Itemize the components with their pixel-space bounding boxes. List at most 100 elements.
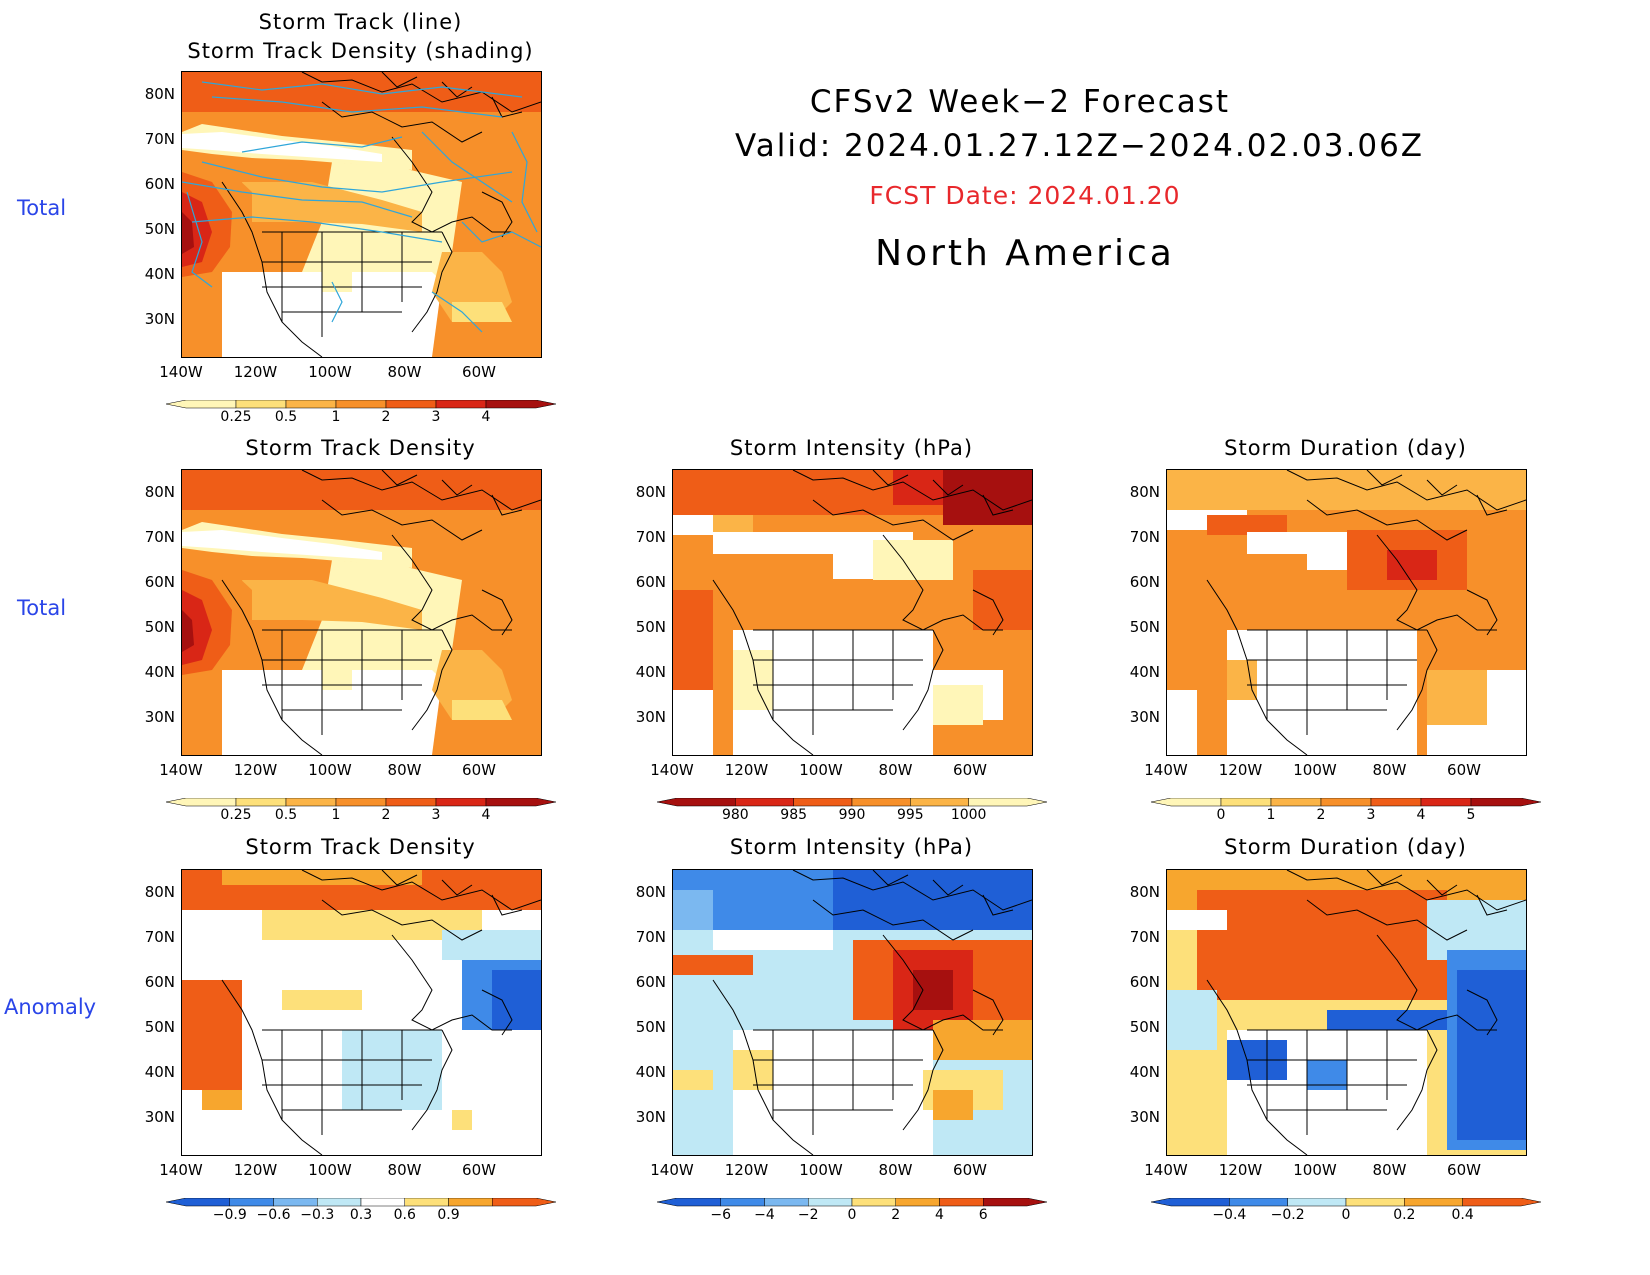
colorbar-swatch: [1420, 798, 1472, 807]
row-label-total-1: Total: [17, 196, 67, 220]
coastline-overlay: [712, 470, 1032, 755]
lon-tick-label: 80W: [387, 1161, 422, 1179]
lat-tick-label: 50N: [144, 1018, 175, 1036]
intensity-sw-blank2: [673, 710, 693, 755]
colorbar-label: 985: [780, 807, 808, 823]
colorbar-swatch: [492, 1198, 556, 1207]
map-outline: [281, 630, 403, 735]
lon-tick-label: 80W: [878, 761, 913, 779]
lat-tick-label: 70N: [635, 928, 666, 946]
map-outline: [902, 1029, 944, 1131]
map-canvas: [182, 72, 541, 357]
colorbar: [166, 1198, 556, 1207]
forecast-title: CFSv2 Week−2 Forecast: [809, 84, 1231, 120]
colorbar-label: 0.5: [274, 807, 298, 823]
colorbar-swatch: [657, 1198, 721, 1207]
map-canvas: [1167, 870, 1526, 1155]
density-us-blank: [272, 670, 442, 755]
panel-title: Storm Intensity (hPa): [729, 436, 974, 460]
storm-track-lines: [182, 81, 541, 333]
row-label-anomaly: Anomaly: [4, 995, 97, 1019]
colorbar-label: 0: [1341, 1207, 1351, 1223]
colorbar-swatch: [335, 400, 387, 409]
lon-tick-label: 140W: [650, 761, 694, 779]
map-canvas: [182, 470, 541, 755]
lat-tick-label: 30N: [1129, 708, 1160, 726]
storm-track: [182, 181, 413, 218]
map-outline: [1206, 979, 1308, 1155]
row-label-total-2: Total: [17, 596, 67, 620]
map-outline: [221, 979, 323, 1155]
density-us-blank: [272, 272, 442, 357]
map-outline: [792, 870, 1032, 911]
colorbar-label: 0.25: [220, 409, 252, 425]
lat-tick-label: 50N: [635, 1018, 666, 1036]
lon-tick-label: 140W: [159, 1161, 203, 1179]
panel-title: Storm Intensity (hPa): [729, 835, 974, 859]
map-outline: [411, 629, 453, 731]
colorbar-swatch: [1270, 798, 1322, 807]
map-outline: [1466, 589, 1498, 636]
storm-track: [461, 221, 541, 248]
lon-tick-label: 120W: [233, 761, 278, 779]
map-outline: [1286, 870, 1526, 911]
map-outline: [1366, 870, 1508, 916]
panel-title: Storm Track Density: [245, 436, 476, 460]
lat-tick-label: 50N: [144, 618, 175, 636]
lon-tick-label: 60W: [462, 363, 496, 381]
map-outline: [262, 659, 432, 711]
map-p1: [181, 71, 542, 358]
lon-tick-label: 120W: [1218, 761, 1263, 779]
region-title: North America: [875, 233, 1175, 274]
panel-title: Storm Duration (day): [1224, 835, 1467, 859]
map-outline: [321, 899, 483, 941]
map-outline: [262, 1059, 432, 1111]
lon-tick-label: 100W: [308, 363, 352, 381]
density-minimum-band: [182, 530, 382, 560]
colorbar-label: 990: [838, 807, 866, 823]
lon-tick-label: 140W: [1144, 761, 1188, 779]
colorbar-label: −6: [710, 1207, 732, 1223]
colorbar-swatch: [273, 1198, 318, 1207]
colorbar: [657, 798, 1047, 807]
colorbar-label: 0.3: [349, 1207, 373, 1223]
colorbar-swatch: [1404, 1198, 1463, 1207]
anomaly-us-light: [342, 1030, 442, 1110]
lon-tick-label: 100W: [1293, 761, 1337, 779]
storm-track: [201, 161, 513, 193]
map-outline: [391, 534, 512, 631]
colorbar-label: −0.2: [1270, 1207, 1305, 1223]
colorbar: [1151, 798, 1541, 807]
map-outline: [411, 1029, 453, 1131]
colorbar-label: 6: [978, 1207, 988, 1223]
colorbar-label: 2: [891, 1207, 901, 1223]
map-outline: [753, 659, 923, 711]
anomaly-blank: [713, 930, 833, 950]
storm-track: [511, 131, 538, 233]
lon-tick-label: 60W: [953, 761, 987, 779]
map-outline: [1247, 659, 1417, 711]
forecast-date: FCST Date: 2024.01.20: [869, 181, 1181, 210]
lat-tick-label: 40N: [144, 663, 175, 681]
colorbar-swatch: [657, 798, 736, 807]
colorbar-label: −4: [754, 1207, 775, 1223]
intensity-blank: [673, 515, 713, 535]
map-outline: [1286, 470, 1526, 511]
lat-tick-label: 40N: [635, 1063, 666, 1081]
density-pacific-peak: [182, 610, 194, 652]
lat-tick-label: 60N: [1129, 573, 1160, 591]
coastline-overlay: [221, 870, 541, 1155]
intensity-blank-band: [713, 532, 913, 554]
map-outline: [1396, 629, 1438, 731]
colorbar-swatch: [895, 1198, 940, 1207]
lon-tick-label: 120W: [1218, 1161, 1263, 1179]
colorbar-label: 1000: [950, 807, 987, 823]
lon-tick-label: 140W: [159, 363, 203, 381]
storm-track: [201, 81, 523, 98]
anomaly-atlantic-cell: [452, 1110, 472, 1130]
anomaly-red-core: [1197, 890, 1447, 1000]
density-arctic-band: [182, 470, 541, 510]
colorbar-label: 0: [1216, 807, 1226, 823]
anomaly-pacific: [182, 980, 242, 1090]
colorbar-swatch: [968, 798, 1047, 807]
